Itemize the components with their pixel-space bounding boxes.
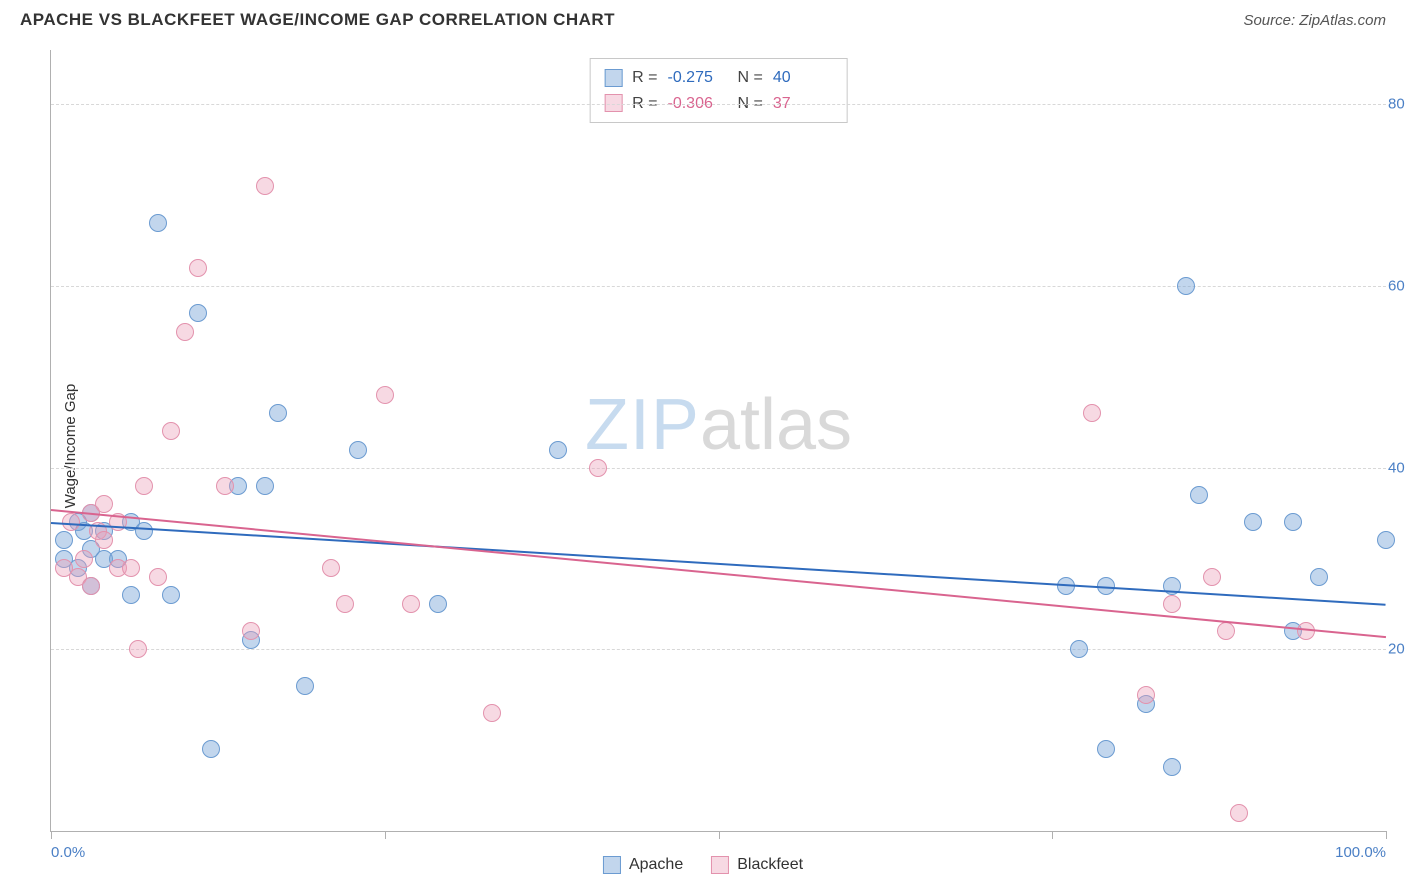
scatter-point-blackfeet (176, 323, 194, 341)
scatter-point-blackfeet (256, 177, 274, 195)
scatter-point-blackfeet (135, 477, 153, 495)
scatter-point-blackfeet (376, 386, 394, 404)
y-tick-label: 60.0% (1388, 278, 1406, 295)
legend-bottom: Apache Blackfeet (603, 856, 803, 874)
swatch-blackfeet (711, 856, 729, 874)
scatter-point-apache (1163, 758, 1181, 776)
x-tick (51, 831, 52, 839)
scatter-point-apache (296, 677, 314, 695)
scatter-point-apache (55, 531, 73, 549)
source-attribution: Source: ZipAtlas.com (1243, 12, 1386, 29)
scatter-point-apache (1190, 486, 1208, 504)
scatter-point-apache (1310, 568, 1328, 586)
scatter-point-blackfeet (1203, 568, 1221, 586)
scatter-point-blackfeet (75, 550, 93, 568)
legend-label-apache: Apache (629, 856, 683, 874)
stats-row-apache: R = -0.275 N = 40 (604, 65, 833, 91)
scatter-point-blackfeet (95, 495, 113, 513)
chart-title: APACHE VS BLACKFEET WAGE/INCOME GAP CORR… (20, 10, 615, 30)
x-tick (1386, 831, 1387, 839)
scatter-chart: ZIPatlas R = -0.275 N = 40 R = -0.306 N … (50, 50, 1386, 832)
swatch-apache (604, 69, 622, 87)
stats-row-blackfeet: R = -0.306 N = 37 (604, 91, 833, 117)
legend-item-apache: Apache (603, 856, 683, 874)
gridline (51, 468, 1386, 469)
y-tick-label: 20.0% (1388, 641, 1406, 658)
n-value-apache: 40 (773, 65, 833, 91)
r-label: R = (632, 65, 657, 91)
scatter-point-blackfeet (483, 704, 501, 722)
scatter-point-apache (269, 404, 287, 422)
scatter-point-blackfeet (162, 422, 180, 440)
n-label: N = (738, 91, 763, 117)
gridline (51, 104, 1386, 105)
scatter-point-apache (135, 522, 153, 540)
swatch-blackfeet (604, 94, 622, 112)
chart-header: APACHE VS BLACKFEET WAGE/INCOME GAP CORR… (0, 0, 1406, 36)
scatter-point-blackfeet (402, 595, 420, 613)
scatter-point-apache (162, 586, 180, 604)
x-tick (719, 831, 720, 839)
scatter-point-blackfeet (322, 559, 340, 577)
scatter-point-apache (1284, 513, 1302, 531)
scatter-point-apache (189, 304, 207, 322)
r-label: R = (632, 91, 657, 117)
scatter-point-blackfeet (216, 477, 234, 495)
watermark: ZIPatlas (585, 384, 852, 466)
scatter-point-blackfeet (1083, 404, 1101, 422)
scatter-point-blackfeet (1137, 686, 1155, 704)
legend-item-blackfeet: Blackfeet (711, 856, 803, 874)
x-tick (1052, 831, 1053, 839)
scatter-point-blackfeet (82, 577, 100, 595)
scatter-point-apache (349, 441, 367, 459)
scatter-point-blackfeet (589, 459, 607, 477)
gridline (51, 649, 1386, 650)
x-tick-label: 0.0% (51, 844, 85, 861)
scatter-point-apache (1070, 640, 1088, 658)
scatter-point-blackfeet (242, 622, 260, 640)
x-tick (385, 831, 386, 839)
watermark-zip: ZIP (585, 385, 700, 465)
scatter-point-blackfeet (149, 568, 167, 586)
x-tick-label: 100.0% (1335, 844, 1386, 861)
scatter-point-blackfeet (336, 595, 354, 613)
scatter-point-apache (202, 740, 220, 758)
scatter-point-apache (1097, 740, 1115, 758)
scatter-point-apache (1244, 513, 1262, 531)
scatter-point-apache (149, 214, 167, 232)
watermark-atlas: atlas (700, 385, 852, 465)
trendline-apache (51, 522, 1386, 606)
scatter-point-blackfeet (129, 640, 147, 658)
swatch-apache (603, 856, 621, 874)
scatter-point-apache (429, 595, 447, 613)
stats-legend-box: R = -0.275 N = 40 R = -0.306 N = 37 (589, 58, 848, 123)
scatter-point-blackfeet (1163, 595, 1181, 613)
y-tick-label: 40.0% (1388, 459, 1406, 476)
scatter-point-apache (256, 477, 274, 495)
scatter-point-blackfeet (1230, 804, 1248, 822)
y-tick-label: 80.0% (1388, 96, 1406, 113)
n-label: N = (738, 65, 763, 91)
scatter-point-blackfeet (95, 531, 113, 549)
scatter-point-apache (549, 441, 567, 459)
scatter-point-blackfeet (189, 259, 207, 277)
trendline-blackfeet (51, 509, 1386, 638)
r-value-blackfeet: -0.306 (668, 91, 728, 117)
legend-label-blackfeet: Blackfeet (737, 856, 803, 874)
scatter-point-apache (122, 586, 140, 604)
scatter-point-apache (1177, 277, 1195, 295)
scatter-point-blackfeet (1217, 622, 1235, 640)
r-value-apache: -0.275 (668, 65, 728, 91)
n-value-blackfeet: 37 (773, 91, 833, 117)
scatter-point-blackfeet (122, 559, 140, 577)
scatter-point-apache (1377, 531, 1395, 549)
